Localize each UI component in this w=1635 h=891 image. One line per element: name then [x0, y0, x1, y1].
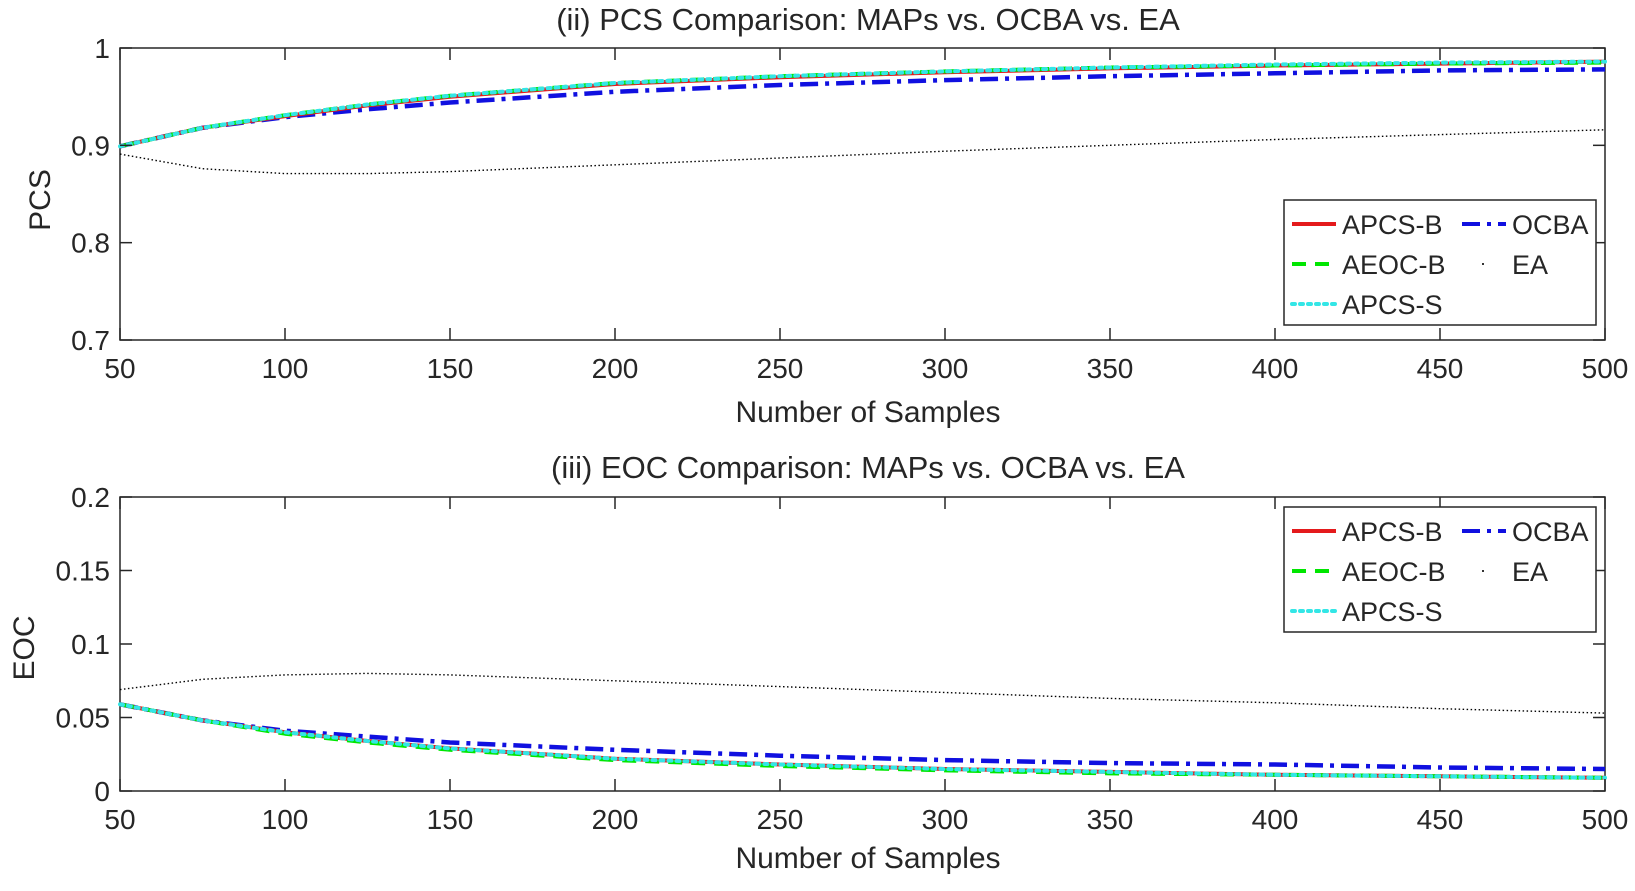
series-line-ea: [119, 129, 1606, 175]
x-tick-label: 400: [1252, 804, 1299, 835]
pcs-x-axis-label: Number of Samples: [735, 396, 1000, 429]
y-tick-label: 1: [94, 33, 110, 64]
y-tick-label: 0.15: [56, 556, 111, 587]
y-tick-label: 0: [94, 776, 110, 807]
pcs-chart-title: (ii) PCS Comparison: MAPs vs. OCBA vs. E…: [556, 2, 1180, 37]
x-tick-label: 100: [262, 353, 309, 384]
pcs-ticks: 50 100 150 200 250 300 350 400 450 500 0.7 0.8 0.9 1: [71, 33, 1628, 384]
pcs-legend: APCS-B OCBA AEOC-B EA APCS-S: [1283, 199, 1597, 326]
x-tick-label: 300: [922, 353, 969, 384]
x-tick-label: 450: [1417, 804, 1464, 835]
eoc-y-axis-label: EOC: [8, 615, 41, 680]
series-line-ea: [119, 672, 1606, 714]
y-tick-label: 0.8: [71, 228, 110, 259]
y-tick-label: 0.9: [71, 130, 110, 161]
series-line-apcs-s: [118, 702, 1607, 780]
y-tick-label: 0.2: [71, 482, 110, 513]
y-tick-label: 0.1: [71, 629, 110, 660]
legend-label-ea: EA: [1512, 557, 1548, 587]
x-tick-label: 350: [1087, 804, 1134, 835]
pcs-chart-panel: (ii) PCS Comparison: MAPs vs. OCBA vs. E…: [24, 2, 1628, 429]
legend-label-aeoc-b: AEOC-B: [1342, 250, 1446, 280]
legend-label-ocba: OCBA: [1512, 517, 1589, 547]
eoc-ticks: 50 100 150 200 250 300 350 400 450 500 0 0.05 0.1 0.1…: [56, 482, 1629, 835]
x-tick-label: 350: [1087, 353, 1134, 384]
axes-box: [119, 47, 1606, 341]
series-line-apcs-s: [118, 59, 1607, 149]
x-tick-label: 500: [1582, 353, 1629, 384]
x-tick-label: 150: [427, 804, 474, 835]
legend-label-apcs-b: APCS-B: [1342, 210, 1443, 240]
pcs-y-axis-label: PCS: [24, 169, 57, 231]
x-tick-label: 50: [104, 804, 135, 835]
eoc-chart-title: (iii) EOC Comparison: MAPs vs. OCBA vs. …: [551, 450, 1185, 485]
x-tick-label: 100: [262, 804, 309, 835]
y-tick-label: 0.7: [71, 325, 110, 356]
x-tick-label: 50: [104, 353, 135, 384]
x-tick-label: 250: [757, 804, 804, 835]
eoc-legend: APCS-B OCBA AEOC-B EA APCS-S: [1283, 506, 1597, 633]
x-tick-label: 300: [922, 804, 969, 835]
x-tick-label: 250: [757, 353, 804, 384]
x-tick-label: 150: [427, 353, 474, 384]
legend-label-ea: EA: [1512, 250, 1548, 280]
legend-label-apcs-b: APCS-B: [1342, 517, 1443, 547]
x-tick-label: 200: [592, 804, 639, 835]
y-tick-label: 0.05: [56, 703, 111, 734]
legend-label-apcs-s: APCS-S: [1342, 597, 1443, 627]
legend-label-apcs-s: APCS-S: [1342, 290, 1443, 320]
x-tick-label: 200: [592, 353, 639, 384]
legend-label-ocba: OCBA: [1512, 210, 1589, 240]
x-tick-label: 500: [1582, 804, 1629, 835]
eoc-chart-panel: (iii) EOC Comparison: MAPs vs. OCBA vs. …: [8, 450, 1628, 875]
legend-label-aeoc-b: AEOC-B: [1342, 557, 1446, 587]
x-tick-label: 400: [1252, 353, 1299, 384]
pcs-plot-area: [118, 47, 1607, 341]
x-tick-label: 450: [1417, 353, 1464, 384]
eoc-x-axis-label: Number of Samples: [735, 842, 1000, 875]
